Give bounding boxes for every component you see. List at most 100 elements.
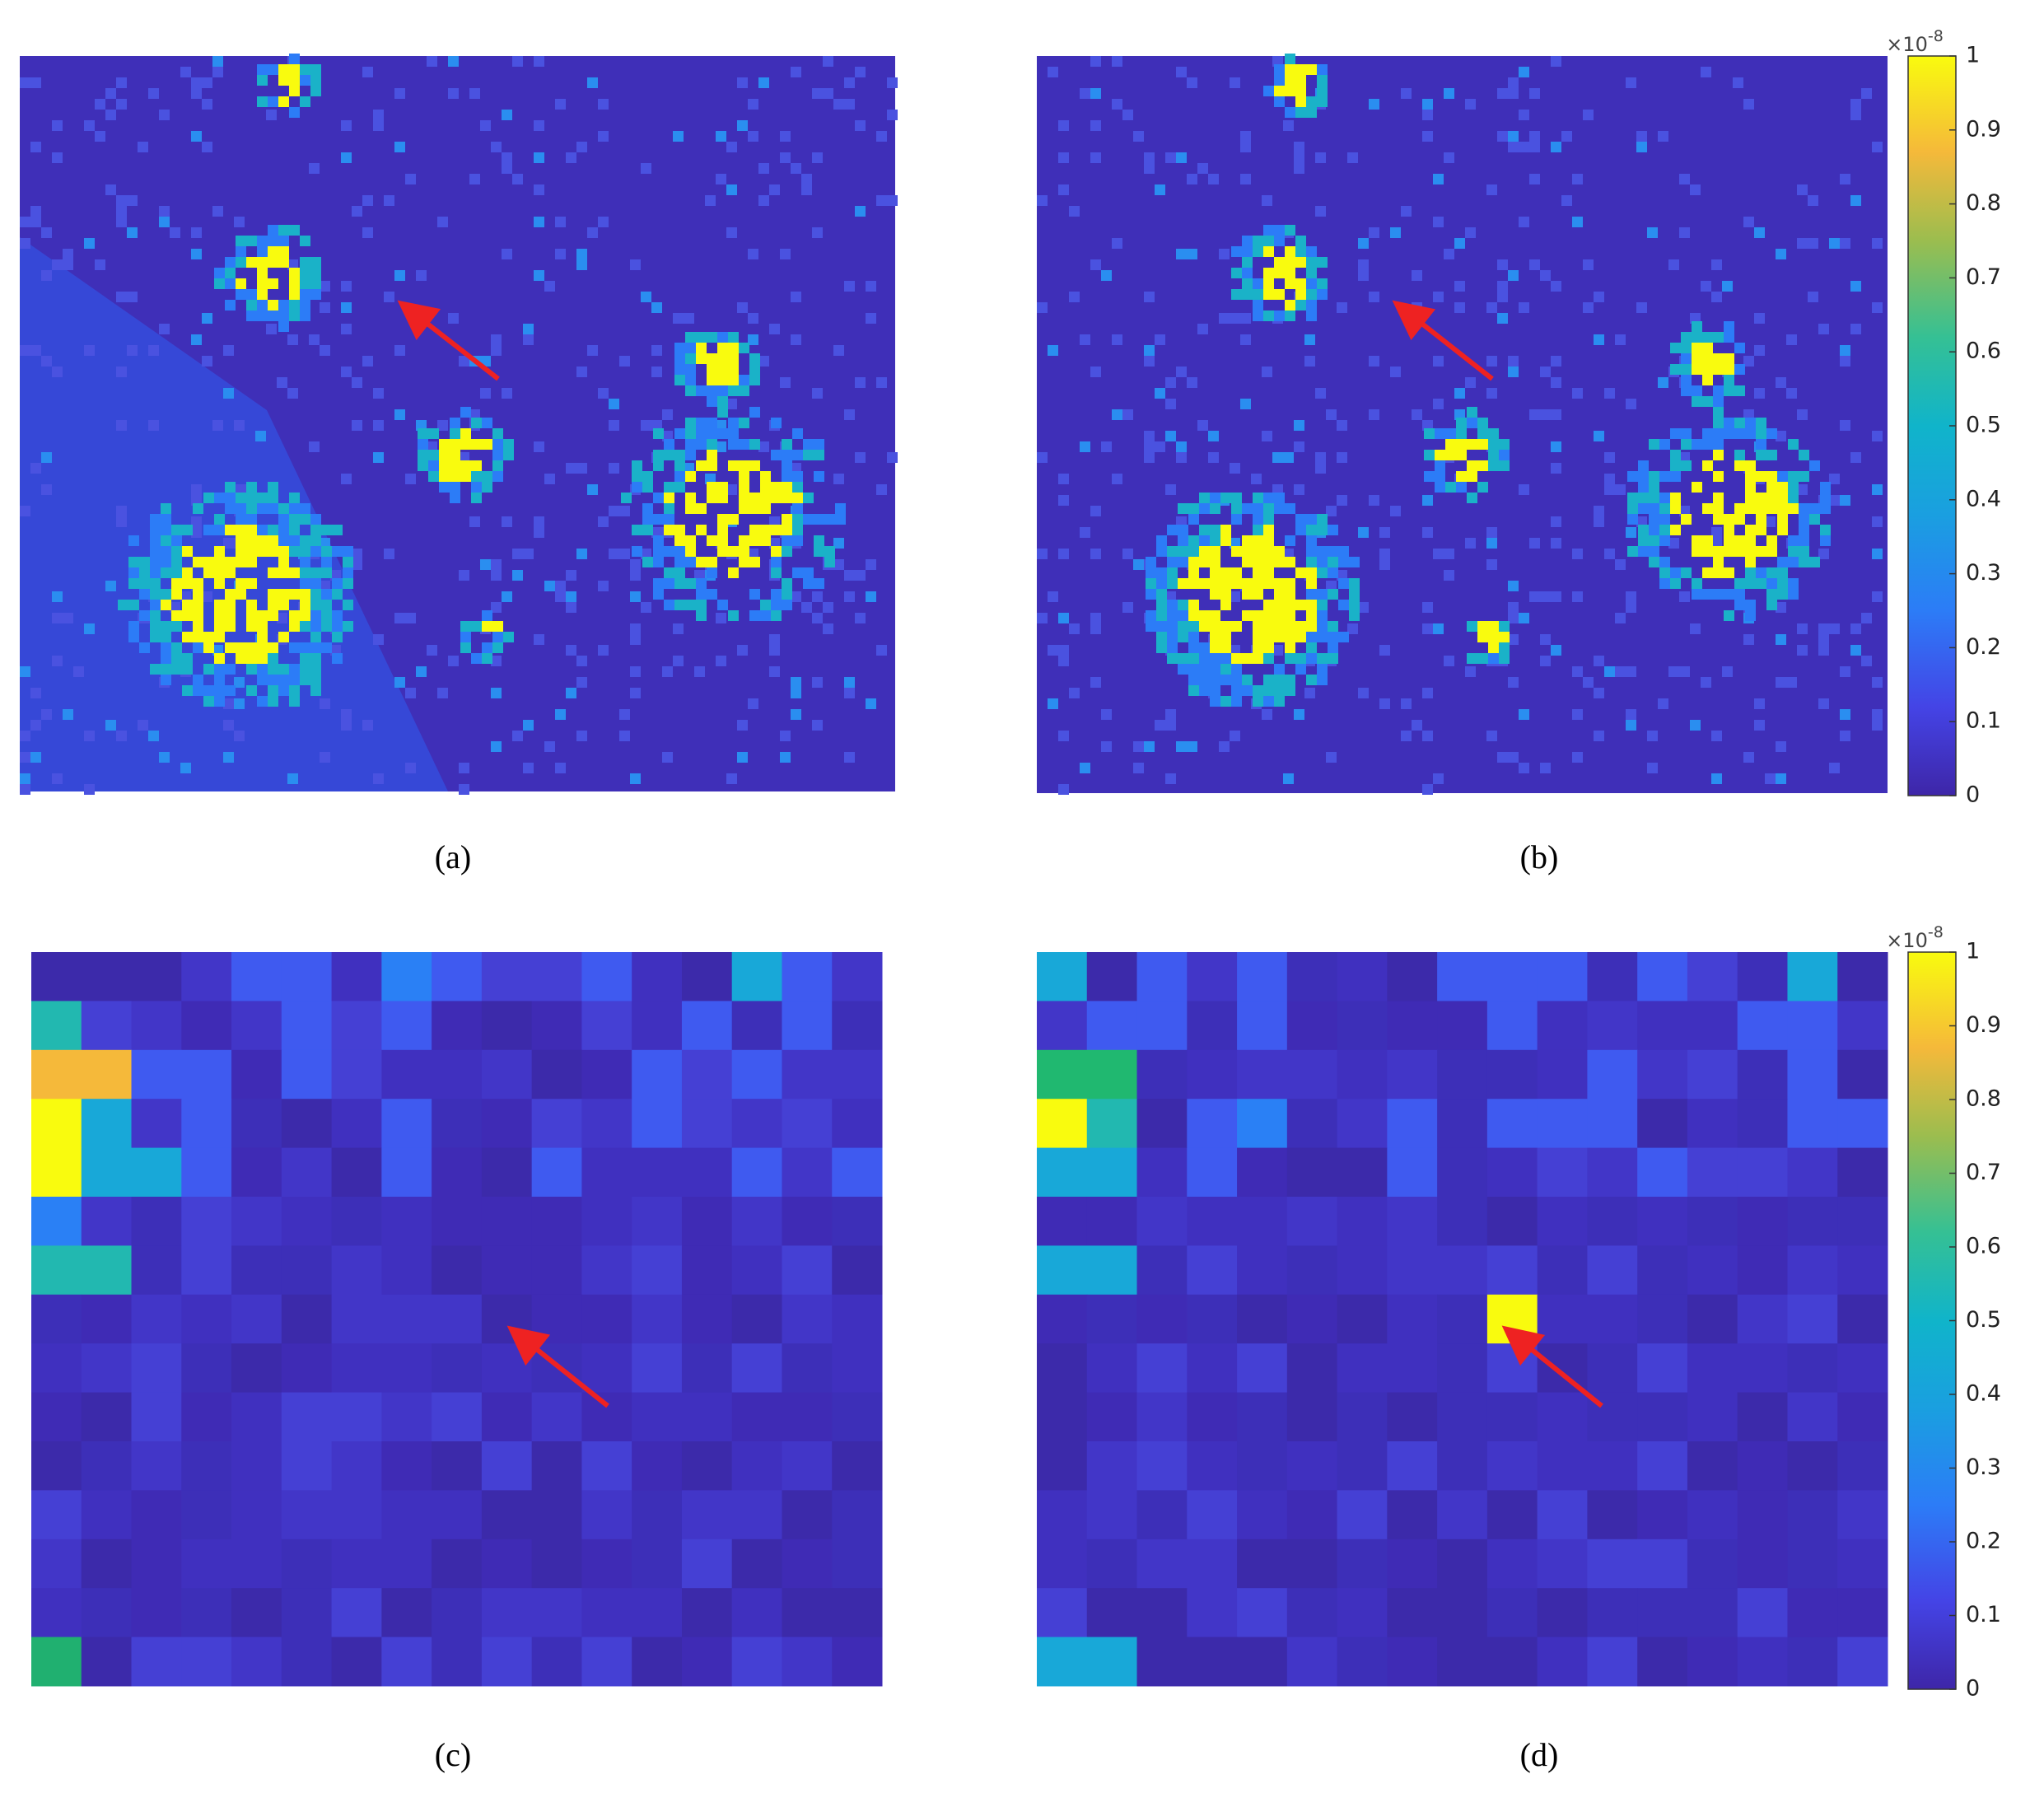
heatmap-cell [471,471,482,482]
heatmap-cell [63,249,73,259]
heatmap-cell [1294,441,1304,452]
heatmap-cell [1187,1637,1238,1687]
heatmap-cell [281,1294,333,1344]
heatmap-cell [171,578,182,589]
heatmap-cell [814,471,824,482]
heatmap-cell [81,1588,133,1638]
heatmap-cell [1387,1294,1438,1344]
heatmap-cell [876,645,887,656]
heatmap-cell [662,666,673,677]
heatmap-cell [1659,557,1670,567]
heatmap-cell [1317,75,1328,86]
heatmap-cell [331,1049,382,1100]
heatmap-cell [131,1147,182,1198]
heatmap-cell [139,578,150,589]
heatmap-cell [278,589,289,600]
heatmap-cell [1692,589,1702,600]
heatmap-cell [492,450,503,460]
heatmap-cell [1786,677,1797,688]
heatmap-cell [1199,525,1210,535]
heatmap-cell [1058,613,1069,623]
heatmap-cell [1737,1197,1788,1246]
heatmap-cell [1086,1001,1138,1051]
heatmap-cell [1587,1049,1638,1100]
heatmap-cell [1508,356,1519,367]
heatmap-cell [1787,1637,1838,1687]
heatmap-cell [1649,503,1659,514]
heatmap-cell [1756,567,1766,578]
heatmap-cell [771,525,782,535]
heatmap-cell [1456,439,1467,450]
heatmap-cell [812,677,823,688]
heatmap-cell [310,578,321,589]
heatmap-cell [716,174,726,184]
heatmap-cell [1326,409,1337,420]
heatmap-cell [1263,621,1274,632]
heatmap-cell [30,206,41,217]
heatmap-cell [1872,709,1883,720]
heatmap-cell [1156,546,1167,557]
heatmap-cell [437,688,448,698]
heatmap-cell [1537,1245,1588,1296]
heatmap-cell [1787,1049,1838,1100]
heatmap-cell [95,259,105,270]
heatmap-cell [717,514,728,525]
heatmap-cell [1122,110,1133,120]
heatmap-cell [1745,600,1756,610]
heatmap-cell [1167,600,1178,610]
heatmap-cell [214,696,225,707]
heatmap-cell [1133,763,1144,773]
heatmap-cell [1237,1049,1288,1100]
heatmap-cell [1144,741,1155,752]
heatmap-cell [1467,493,1477,503]
heatmap-cell [1253,246,1263,257]
heatmap-cell [1347,152,1358,163]
heatmap-cell [707,353,717,364]
heatmap-cell [1230,313,1240,324]
heatmap-cell [257,610,268,621]
heatmap-cell [1156,578,1167,589]
heatmap-cell [1037,1637,1088,1687]
heatmap-cell [1872,302,1883,313]
heatmap-cell [231,1441,282,1491]
heatmap-cell [1743,409,1754,420]
heatmap-cell [266,110,277,120]
heatmap-cell [1188,685,1199,696]
heatmap-cell [1668,259,1679,270]
heatmap-cell [418,439,428,450]
heatmap-cell [1155,184,1165,195]
heatmap-cell [674,450,685,460]
heatmap-cell [352,549,362,559]
heatmap-cell [1637,1637,1688,1687]
heatmap-cell [1679,452,1690,463]
heatmap-cell [1220,696,1231,707]
heatmap-cell [1467,621,1477,632]
heatmap-cell [287,259,298,270]
heatmap-cell [161,557,171,567]
heatmap-cell [236,557,246,567]
heatmap-cell [246,514,257,525]
heatmap-cell [1187,1343,1238,1394]
colorbar-scale [1907,951,1957,1690]
heatmap-cell [581,1245,632,1296]
heatmap-cell [737,77,748,88]
heatmap-cell [1263,493,1274,503]
heatmap-cell [1210,621,1220,632]
heatmap-cell [1048,698,1058,709]
heatmap-cell [1837,952,1888,1002]
heatmap-cell [1387,1441,1438,1491]
heatmap-cell [632,460,642,471]
heatmap-cell [749,557,760,567]
heatmap-cell [642,557,653,567]
heatmap-cell [1188,567,1199,578]
heatmap-cell [150,525,161,535]
heatmap-cell [1086,952,1138,1002]
heatmap-cell [362,356,373,367]
heatmap-cell [1799,535,1809,546]
heatmap-cell [1687,1392,1738,1442]
heatmap-cell [1692,546,1702,557]
heatmap-cell [381,1147,432,1198]
heatmap-cell [310,664,321,675]
heatmap-cell [1626,709,1636,720]
heatmap-cell [1702,503,1713,514]
